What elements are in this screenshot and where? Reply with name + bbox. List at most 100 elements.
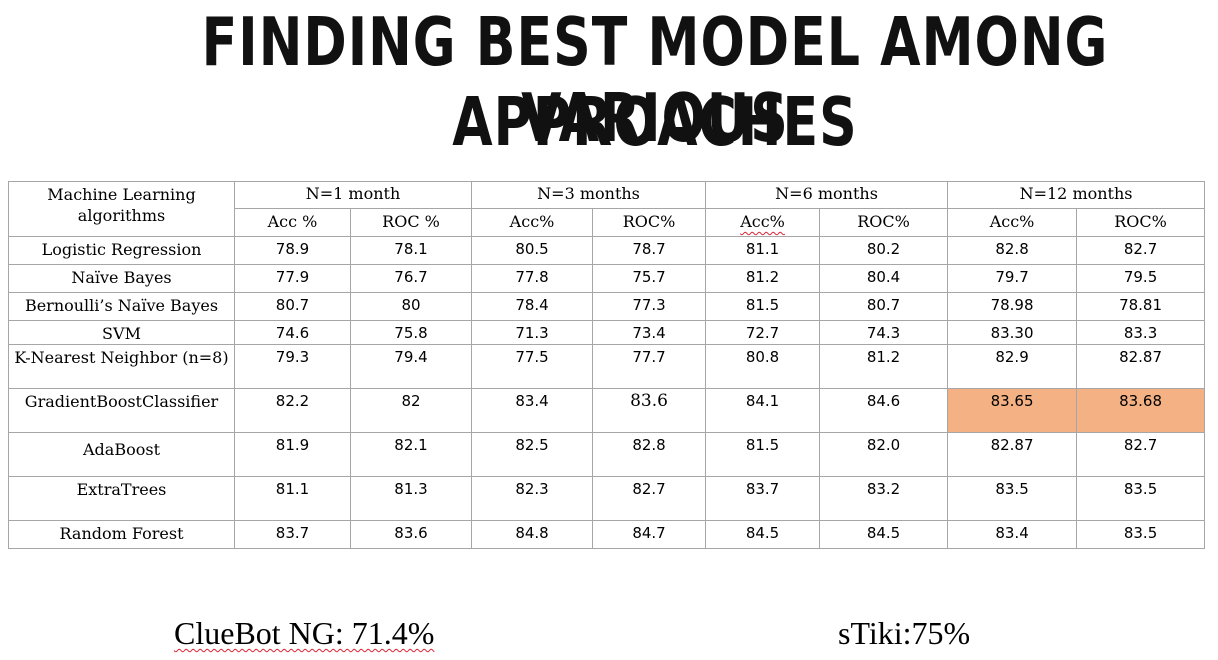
- value-cell: 82.8: [947, 236, 1078, 265]
- value-cell: 78.1: [349, 236, 473, 265]
- value-cell: 82.7: [1076, 236, 1206, 265]
- value-cell: 84.5: [705, 520, 821, 549]
- value-cell: 81.3: [349, 476, 473, 521]
- value-cell: 78.81: [1076, 292, 1206, 321]
- value-cell: 83.6: [349, 520, 473, 549]
- slide-title-line-1: FINDING BEST MODEL AMONG VARIOUS: [201, 2, 1109, 157]
- results-table: Machine Learning algorithms N=1 month N=…: [8, 181, 1206, 549]
- value-cell: 80.5: [471, 236, 594, 265]
- value-cell: 82.1: [349, 432, 473, 477]
- value-cell: 84.7: [592, 520, 707, 549]
- value-cell: 80.8: [705, 344, 821, 389]
- metric-header: ROC%: [819, 208, 949, 237]
- metric-header: ROC%: [592, 208, 707, 237]
- algorithm-name: AdaBoost: [8, 432, 235, 477]
- value-cell: 83.5: [947, 476, 1078, 521]
- value-cell: 83.5: [1076, 476, 1206, 521]
- value-cell: 84.8: [471, 520, 594, 549]
- table-row: Naïve Bayes 77.9 76.7 77.8 75.7 81.2 80.4 79.7 7…: [8, 264, 1206, 293]
- table-row: ExtraTrees 81.1 81.3 82.3 82.7 83.7 83.2 83.5 83…: [8, 476, 1206, 521]
- value-cell: 82.5: [471, 432, 594, 477]
- value-cell: 82.87: [947, 432, 1078, 477]
- cluebot-score-text: ClueBot NG: 71.4%: [174, 615, 435, 651]
- value-cell: 83.4: [947, 520, 1078, 549]
- value-cell: 84.5: [819, 520, 949, 549]
- value-cell: 80.4: [819, 264, 949, 293]
- value-cell: 80: [349, 292, 473, 321]
- value-cell: 76.7: [349, 264, 473, 293]
- period-header: N=1 month: [233, 181, 473, 209]
- value-cell: 82.9: [947, 344, 1078, 389]
- algorithm-name: Logistic Regression: [8, 236, 235, 265]
- table-body: Logistic Regression 78.9 78.1 80.5 78.7 81.1 8…: [8, 236, 1206, 549]
- value-cell: 80.7: [234, 292, 351, 321]
- algorithm-name: ExtraTrees: [8, 476, 235, 521]
- value-cell: 72.7: [705, 320, 821, 345]
- slide-title-line-2: APPROACHES: [452, 82, 858, 162]
- table-row: AdaBoost 81.9 82.1 82.5 82.8 81.5 82.0 82.87 82.…: [8, 432, 1206, 477]
- metric-header: Acc%: [947, 208, 1078, 237]
- algorithm-name: Bernoulli’s Naïve Bayes: [8, 292, 235, 321]
- value-cell: 80.7: [819, 292, 949, 321]
- value-cell: 82.0: [819, 432, 949, 477]
- value-cell: 78.98: [947, 292, 1078, 321]
- value-cell: 78.4: [471, 292, 594, 321]
- header-row-metrics: Acc % ROC % Acc% ROC% Acc% ROC% Acc% ROC…: [9, 208, 1206, 237]
- value-cell: 77.3: [592, 292, 707, 321]
- value-cell: 83.7: [705, 476, 821, 521]
- value-cell: 83.3: [1076, 320, 1206, 345]
- value-cell: 83.5: [1076, 520, 1206, 549]
- value-cell: 79.5: [1076, 264, 1206, 293]
- value-cell: 83.30: [947, 320, 1078, 345]
- value-cell: 74.3: [819, 320, 949, 345]
- period-header: N=6 months: [705, 181, 949, 209]
- value-cell: 81.5: [705, 292, 821, 321]
- algorithm-name: SVM: [8, 320, 235, 345]
- value-cell: 77.7: [592, 344, 707, 389]
- value-cell: 82.7: [1076, 432, 1206, 477]
- value-cell: 81.9: [234, 432, 351, 477]
- value-cell: 83.6: [592, 388, 707, 433]
- value-cell: 73.4: [592, 320, 707, 345]
- metric-header: Acc%: [471, 208, 594, 237]
- cluebot-score: ClueBot NG: 71.4%: [174, 613, 434, 653]
- table-row: GradientBoostClassifier 82.2 82 83.4 83.6 84.…: [8, 388, 1206, 433]
- value-cell: 71.3: [471, 320, 594, 345]
- table-row: SVM 74.6 75.8 71.3 73.4 72.7 74.3 83.30 83.3: [8, 320, 1206, 345]
- metric-header: ROC %: [349, 208, 473, 237]
- value-cell: 79.3: [234, 344, 351, 389]
- value-cell: 82.8: [592, 432, 707, 477]
- metric-header: ROC%: [1076, 208, 1206, 237]
- table-row: K-Nearest Neighbor (n=8) 79.3 79.4 77.5 77.7…: [8, 344, 1206, 389]
- algorithm-name: Naïve Bayes: [8, 264, 235, 293]
- value-cell: 81.1: [705, 236, 821, 265]
- value-cell: 83.2: [819, 476, 949, 521]
- table-row: Random Forest 83.7 83.6 84.8 84.7 84.5 84.5 83.…: [8, 520, 1206, 549]
- value-cell: 79.4: [349, 344, 473, 389]
- algorithm-name: Random Forest: [8, 520, 235, 549]
- value-cell: 79.7: [947, 264, 1078, 293]
- value-cell: 82.2: [234, 388, 351, 433]
- value-cell: 83.7: [234, 520, 351, 549]
- value-cell: 82.3: [471, 476, 594, 521]
- metric-header: Acc%: [705, 208, 821, 237]
- table-row: Bernoulli’s Naïve Bayes 80.7 80 78.4 77.3 81.…: [8, 292, 1206, 321]
- value-cell: 81.1: [234, 476, 351, 521]
- metric-header-text: Acc%: [740, 212, 785, 231]
- header-row-periods: Machine Learning algorithms N=1 month N=…: [8, 181, 1206, 237]
- value-cell: 82.87: [1076, 344, 1206, 389]
- table-row: Logistic Regression 78.9 78.1 80.5 78.7 81.1 8…: [8, 236, 1206, 265]
- value-cell: 81.2: [705, 264, 821, 293]
- value-cell: 83.65: [947, 388, 1078, 433]
- value-cell: 82.7: [592, 476, 707, 521]
- value-cell: 81.2: [819, 344, 949, 389]
- value-cell: 78.9: [234, 236, 351, 265]
- value-cell: 77.8: [471, 264, 594, 293]
- period-header: N=3 months: [471, 181, 707, 209]
- value-cell: 82: [349, 388, 473, 433]
- value-cell: 83.4: [471, 388, 594, 433]
- value-cell: 84.6: [819, 388, 949, 433]
- value-cell: 78.7: [592, 236, 707, 265]
- value-cell: 77.5: [471, 344, 594, 389]
- value-cell: 77.9: [234, 264, 351, 293]
